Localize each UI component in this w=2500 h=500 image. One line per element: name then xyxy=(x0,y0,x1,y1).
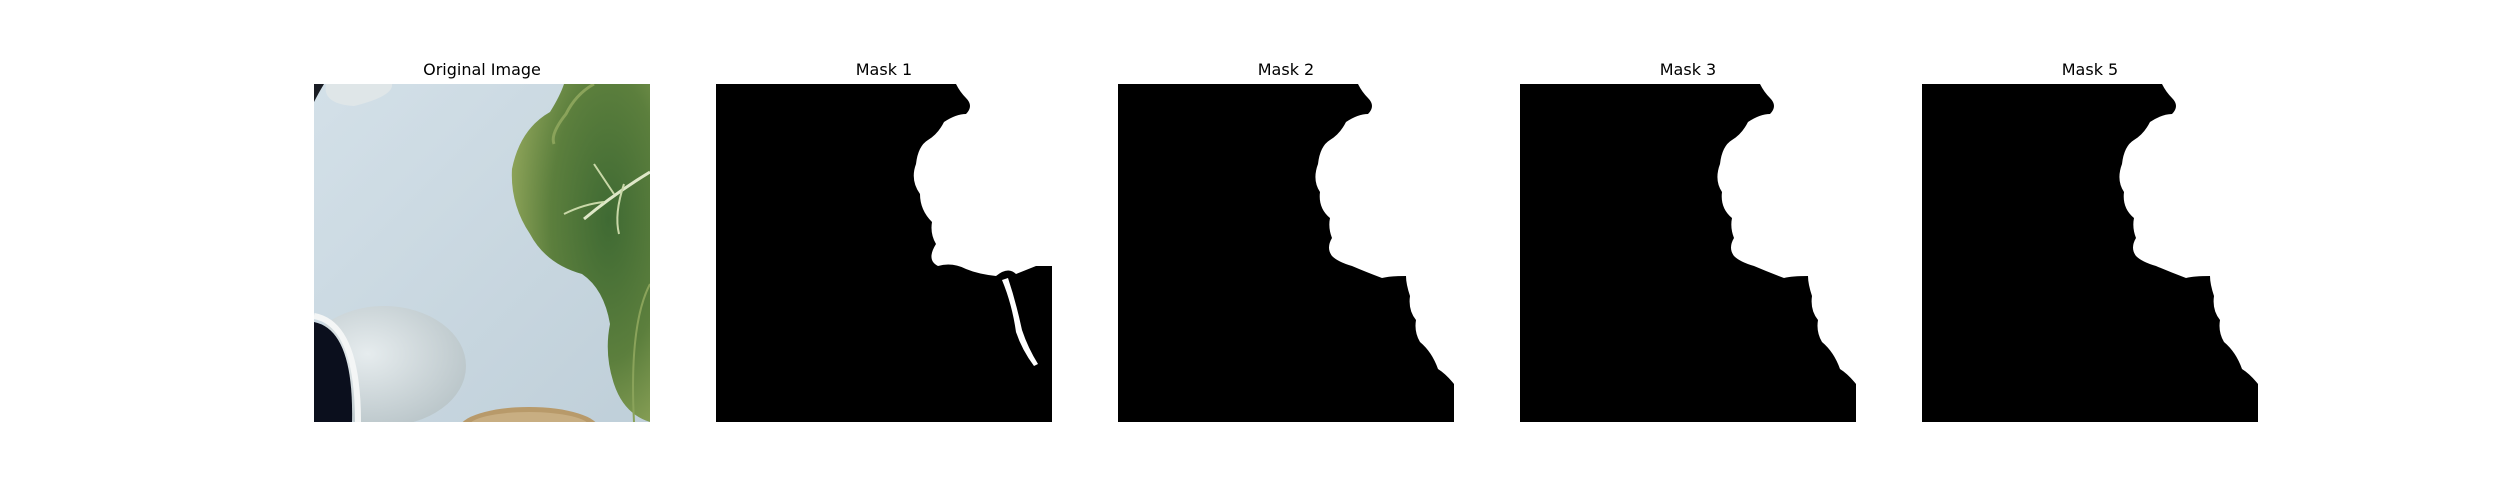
mask-3-foreground xyxy=(1717,84,1856,384)
mask-1-svg xyxy=(716,84,1052,422)
mask-2-image xyxy=(1118,84,1454,422)
mask-5-image xyxy=(1922,84,2258,422)
mask-1-image xyxy=(716,84,1052,422)
mask-5-svg xyxy=(1922,84,2258,422)
panel-title-mask-1: Mask 1 xyxy=(855,60,913,79)
panel-title-original: Original Image xyxy=(423,60,541,79)
mask-1-foreground xyxy=(913,84,1052,276)
original-image-svg xyxy=(314,84,650,422)
panel-title-mask-3: Mask 3 xyxy=(1659,60,1717,79)
mask-3-svg xyxy=(1520,84,1856,422)
mask-2-svg xyxy=(1118,84,1454,422)
panel-title-mask-2: Mask 2 xyxy=(1257,60,1315,79)
mask-1-stem xyxy=(1002,278,1038,366)
panel-title-mask-5: Mask 5 xyxy=(2061,60,2119,79)
mask-3-image xyxy=(1520,84,1856,422)
original-image xyxy=(314,84,650,422)
mask-5-foreground xyxy=(2119,84,2258,384)
mask-2-foreground xyxy=(1315,84,1454,384)
